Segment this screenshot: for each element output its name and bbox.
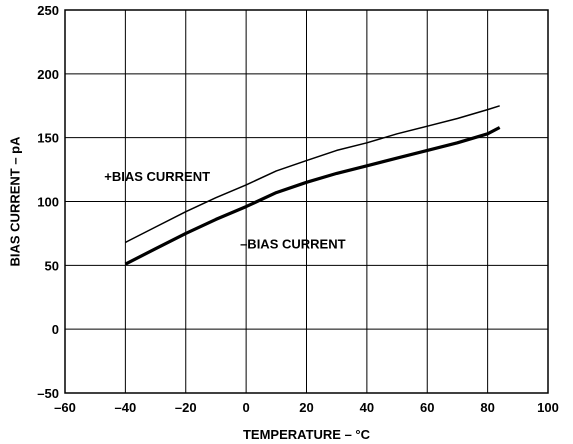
series-line: [125, 105, 500, 244]
plot-frame: [64, 9, 549, 394]
y-tick-label: –50: [37, 386, 59, 401]
x-tick-label: –40: [115, 400, 137, 415]
x-tick-label: 40: [360, 400, 374, 415]
y-tick-label: 200: [37, 67, 59, 82]
grid: [64, 9, 549, 394]
y-tick-label: 150: [37, 131, 59, 146]
y-axis-label: BIAS CURRENT – pA: [7, 136, 22, 267]
annotations: +BIAS CURRENT –BIAS CURRENT: [104, 169, 345, 252]
tick-labels: –60 –40 –20 0 20 40 60 80 100 –50 0 50 100 150 200 250: [37, 3, 559, 415]
x-tick-label: 60: [420, 400, 434, 415]
series-group: [124, 105, 501, 266]
y-tick-label: 100: [37, 195, 59, 210]
x-tick-label: 20: [299, 400, 313, 415]
x-tick-label: –20: [175, 400, 197, 415]
x-tick-label: 100: [537, 400, 559, 415]
series-annotation: –BIAS CURRENT: [240, 237, 346, 252]
y-tick-label: 0: [52, 322, 59, 337]
x-tick-label: 80: [480, 400, 494, 415]
x-tick-label: 0: [243, 400, 250, 415]
x-tick-label: –60: [54, 400, 76, 415]
y-tick-label: 250: [37, 3, 59, 18]
series-annotation: +BIAS CURRENT: [104, 169, 210, 184]
y-tick-label: 50: [45, 258, 59, 273]
x-axis-label: TEMPERATURE – °C: [243, 427, 371, 442]
series-line: [124, 126, 501, 266]
